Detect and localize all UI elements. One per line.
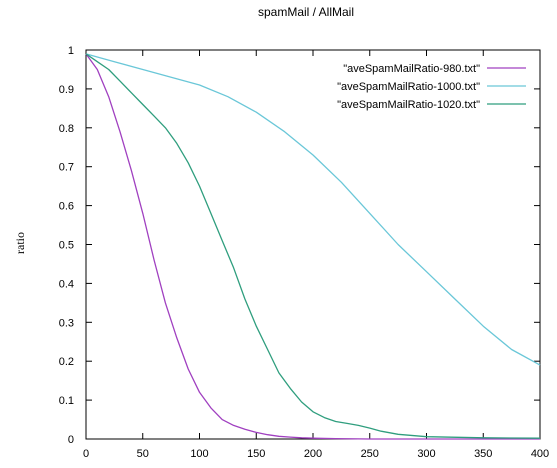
y-tick-label: 0.2 — [59, 356, 74, 368]
x-tick-label: 100 — [190, 448, 208, 460]
legend-label: "aveSpamMailRatio-980.txt" — [343, 63, 480, 75]
series-line-2 — [85, 53, 541, 439]
y-tick-label: 0.5 — [59, 240, 74, 252]
y-tick-label: 0.6 — [59, 201, 74, 213]
x-tick-label: 400 — [531, 448, 549, 460]
y-tick-label: 0.4 — [59, 278, 74, 290]
x-tick-label: 300 — [417, 448, 435, 460]
y-tick-label: 0.8 — [59, 123, 74, 135]
y-tick-label: 1 — [68, 45, 74, 57]
y-tick-label: 0.3 — [59, 317, 74, 329]
x-tick-label: 50 — [137, 448, 149, 460]
y-tick-label: 0.1 — [59, 395, 74, 407]
chart-title: spamMail / AllMail — [258, 5, 354, 19]
legend-label: "aveSpamMailRatio-1020.txt" — [337, 99, 480, 111]
legend-label: "aveSpamMailRatio-1000.txt" — [337, 81, 480, 93]
y-tick-label: 0.9 — [59, 84, 74, 96]
y-tick-label: 0 — [68, 434, 74, 446]
x-tick-label: 200 — [304, 448, 322, 460]
series-layer — [85, 53, 541, 440]
x-tick-label: 250 — [361, 448, 379, 460]
x-tick-label: 350 — [474, 448, 492, 460]
series-line-0 — [85, 53, 540, 440]
y-tick-label: 0.7 — [59, 162, 74, 174]
x-tick-label: 0 — [83, 448, 89, 460]
y-axis-label: ratio — [13, 232, 27, 254]
legend: "aveSpamMailRatio-980.txt" "aveSpamMailRa… — [337, 63, 526, 111]
x-tick-label: 150 — [247, 448, 265, 460]
series-line-1 — [85, 53, 541, 366]
axis-ticks: 0 50 100 150 200 250 300 350 400 0 0.1 0.2 0.3 0.4 0.5… — [59, 45, 549, 460]
